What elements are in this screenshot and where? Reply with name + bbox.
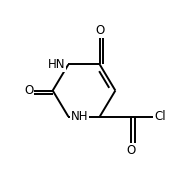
Text: HN: HN: [48, 58, 66, 71]
Text: O: O: [126, 144, 136, 157]
Text: NH: NH: [71, 110, 89, 123]
Text: Cl: Cl: [155, 110, 166, 123]
Text: O: O: [95, 24, 104, 37]
Text: O: O: [24, 84, 33, 97]
